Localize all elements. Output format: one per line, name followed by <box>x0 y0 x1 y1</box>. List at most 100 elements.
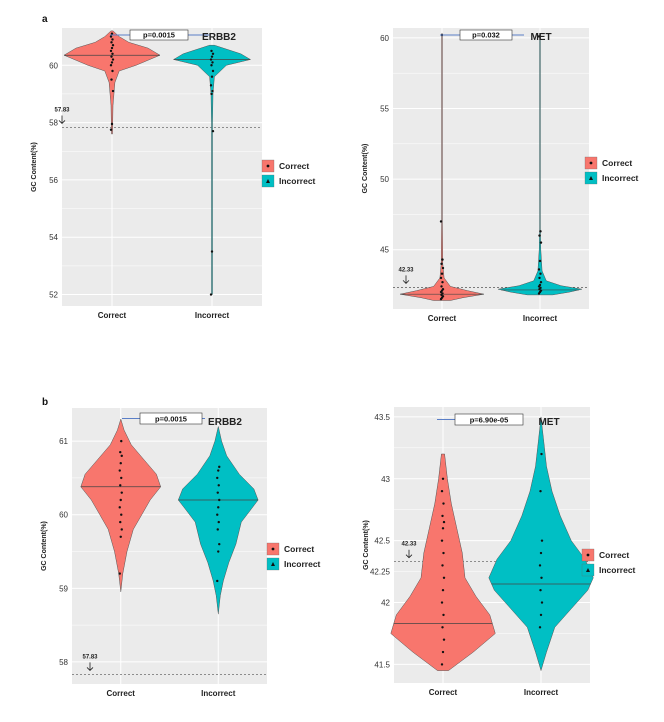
data-point <box>538 626 542 629</box>
data-point <box>109 35 113 38</box>
data-point <box>211 129 215 133</box>
data-point <box>540 601 544 604</box>
data-point <box>110 46 114 50</box>
gene-title: MET <box>530 32 551 43</box>
y-axis-title: GC Content(%) <box>41 521 48 571</box>
legend: Correct Incorrect <box>261 159 316 188</box>
data-point <box>538 283 542 287</box>
data-point <box>539 241 543 244</box>
data-point <box>539 613 543 617</box>
data-point <box>218 465 221 469</box>
data-point <box>440 489 444 493</box>
data-point <box>217 506 220 509</box>
y-tick-label: 61 <box>59 437 68 446</box>
data-point <box>209 293 213 296</box>
data-point <box>441 266 445 270</box>
data-point <box>111 43 115 47</box>
y-tick-label: 56 <box>49 176 58 185</box>
legend: Correct Incorrect <box>266 542 321 571</box>
data-point <box>440 539 444 542</box>
data-point <box>109 49 113 53</box>
data-point <box>540 539 544 542</box>
data-point <box>110 55 113 58</box>
violin-correct <box>390 453 496 671</box>
legend-label-incorrect: Incorrect <box>602 173 639 183</box>
data-point <box>111 89 115 93</box>
data-point <box>442 520 446 524</box>
chart-b_met: 41.5 42 42.25 42.5 43 43.5 Correct Incorrect GC … <box>363 407 636 697</box>
legend-dot-icon <box>266 164 270 168</box>
y-tick-label: 60 <box>380 34 389 43</box>
pvalue-label: p=0.0015 <box>143 31 175 40</box>
data-point <box>218 542 221 546</box>
violin-incorrect <box>172 44 252 295</box>
data-point <box>441 527 445 530</box>
data-point <box>441 626 444 629</box>
x-tick-label-incorrect: Incorrect <box>523 314 558 323</box>
data-point <box>119 450 122 454</box>
data-point <box>440 285 443 288</box>
x-tick-label-correct: Correct <box>98 311 127 320</box>
legend-triangle-icon <box>271 562 275 566</box>
data-point <box>539 289 543 292</box>
y-tick-label: 58 <box>49 119 58 128</box>
data-point <box>539 272 542 275</box>
data-point <box>217 520 220 524</box>
data-point <box>441 292 444 295</box>
panel-label-a: a <box>42 14 48 25</box>
data-point <box>216 491 219 494</box>
data-point <box>440 272 444 275</box>
data-point <box>210 75 214 78</box>
data-point <box>118 572 121 575</box>
y-tick-label: 42.25 <box>370 568 391 577</box>
x-tick-label-incorrect: Incorrect <box>524 688 559 697</box>
data-point <box>537 35 541 38</box>
data-point <box>216 528 219 531</box>
pvalue-label: p=0.0015 <box>155 415 187 424</box>
data-point <box>217 484 220 487</box>
y-tick-label: 52 <box>49 291 58 300</box>
data-point <box>210 64 213 67</box>
data-point <box>119 484 122 487</box>
legend-label-correct: Correct <box>602 158 632 168</box>
data-point <box>110 78 113 81</box>
legend: Correct Incorrect <box>584 156 639 185</box>
chart-b_erbb2: 58 59 60 61 Correct Incorrect GC Content(%) 57.… <box>41 408 321 698</box>
pvalue-label: p=0.032 <box>472 31 500 40</box>
legend-label-correct: Correct <box>284 544 314 554</box>
data-point <box>440 663 444 666</box>
data-point <box>109 128 113 131</box>
data-point <box>211 69 215 73</box>
legend-triangle-icon <box>586 568 590 572</box>
y-tick-label: 54 <box>49 233 58 242</box>
reference-line-label: 57.83 <box>54 107 70 113</box>
y-tick-label: 60 <box>49 61 58 70</box>
legend-triangle-icon <box>589 176 593 180</box>
data-point <box>216 476 219 480</box>
legend-label-incorrect: Incorrect <box>284 559 321 569</box>
data-point <box>210 92 213 96</box>
data-point <box>539 286 542 290</box>
pvalue-box <box>459 29 513 41</box>
data-point <box>217 550 220 553</box>
x-tick-label-incorrect: Incorrect <box>195 311 230 320</box>
gene-title: ERBB2 <box>202 32 236 43</box>
gene-title: ERBB2 <box>208 417 242 428</box>
chart-a_met: 45 50 55 60 Correct Incorrect GC Content(%) 42.… <box>362 28 639 323</box>
y-tick-label: 58 <box>59 658 68 667</box>
plot-background <box>72 408 267 684</box>
data-point <box>441 564 444 567</box>
y-tick-label: 42.5 <box>374 537 390 546</box>
reference-arrow <box>405 549 413 559</box>
y-axis-title: GC Content(%) <box>31 142 38 192</box>
data-point <box>441 258 444 261</box>
legend-label-incorrect: Incorrect <box>279 176 316 186</box>
pvalue-box <box>129 29 189 41</box>
plot-background <box>62 28 262 306</box>
data-point <box>210 250 214 253</box>
data-point <box>119 520 122 524</box>
violin-incorrect <box>178 426 259 615</box>
reference-arrow <box>58 115 66 125</box>
data-point <box>118 506 121 509</box>
